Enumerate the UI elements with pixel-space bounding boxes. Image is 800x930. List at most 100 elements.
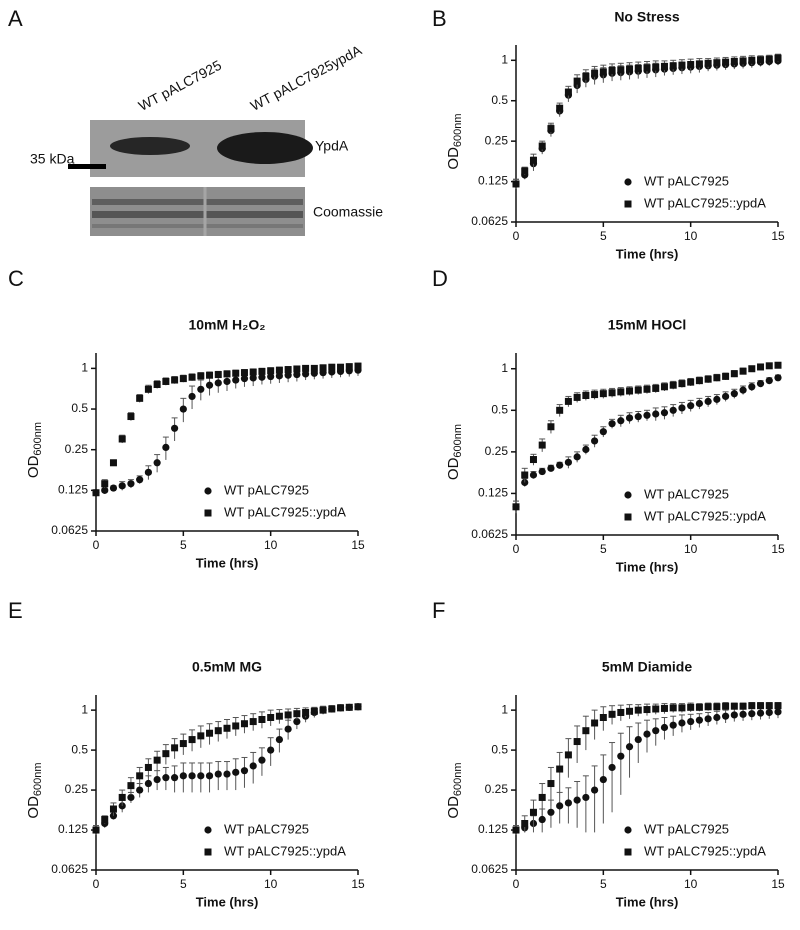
- marker: [643, 411, 651, 419]
- marker: [118, 435, 126, 443]
- legend-label: WT pALC7925: [644, 486, 729, 501]
- y-tick-label: 0.125: [478, 822, 508, 836]
- x-tick-label: 10: [264, 538, 278, 552]
- marker: [643, 64, 651, 72]
- marker: [573, 393, 581, 401]
- marker: [774, 361, 782, 369]
- y-axis-label-main: OD: [445, 457, 462, 480]
- marker: [188, 392, 196, 401]
- marker: [162, 443, 170, 451]
- y-tick-label: 0.5: [491, 402, 508, 416]
- marker: [206, 371, 214, 379]
- marker: [624, 848, 632, 856]
- row-label: Coomassie: [313, 204, 383, 220]
- marker: [118, 482, 126, 490]
- x-tick-label: 10: [264, 877, 278, 891]
- y-axis-label-main: OD: [445, 796, 462, 819]
- marker: [204, 848, 212, 856]
- marker: [704, 703, 712, 711]
- marker: [275, 366, 283, 374]
- marker: [547, 780, 555, 788]
- marker: [118, 802, 126, 810]
- y-axis-label-main: OD: [25, 796, 42, 819]
- x-tick-label: 0: [513, 877, 520, 891]
- marker: [582, 391, 590, 399]
- marker: [529, 471, 538, 479]
- marker: [556, 104, 564, 112]
- marker: [573, 453, 581, 461]
- marker: [547, 808, 555, 816]
- marker: [713, 395, 721, 403]
- marker: [293, 710, 301, 718]
- x-tick-label: 10: [684, 542, 698, 556]
- legend-entry: WT pALC7925: [204, 482, 309, 497]
- marker: [695, 703, 703, 711]
- marker: [687, 703, 695, 711]
- marker: [171, 744, 179, 752]
- marker: [591, 719, 599, 727]
- legend-entry: WT pALC7925: [624, 173, 729, 188]
- blot-band: [110, 137, 190, 155]
- marker: [136, 786, 144, 794]
- marker: [258, 373, 266, 381]
- marker: [337, 704, 345, 712]
- marker: [582, 793, 590, 802]
- marker: [660, 409, 669, 417]
- marker: [197, 385, 205, 393]
- marker: [249, 718, 257, 726]
- x-tick-label: 0: [513, 542, 520, 556]
- marker: [722, 372, 730, 380]
- marker: [617, 66, 625, 74]
- marker: [599, 68, 607, 76]
- marker: [556, 802, 564, 810]
- marker: [232, 369, 240, 377]
- x-axis-label: Time (hrs): [616, 559, 679, 574]
- legend-entry: WT pALC7925::ypdA: [624, 508, 766, 523]
- marker: [617, 752, 625, 760]
- marker: [757, 363, 765, 371]
- marker: [608, 66, 616, 74]
- x-tick-label: 10: [684, 877, 698, 891]
- x-tick-label: 15: [771, 229, 785, 243]
- x-tick-label: 5: [600, 229, 607, 243]
- marker: [275, 735, 283, 744]
- marker: [722, 702, 730, 710]
- marker: [643, 385, 651, 393]
- marker: [634, 386, 642, 394]
- marker: [214, 379, 222, 387]
- western-blot: WT pALC7925 WT pALC7925ypdA YpdA Coomass…: [30, 42, 383, 236]
- marker: [582, 727, 590, 735]
- y-axis-label-subscript: 600nm: [452, 762, 464, 796]
- y-tick-label: 0.125: [478, 486, 508, 500]
- marker: [144, 385, 152, 393]
- marker: [512, 826, 520, 834]
- marker: [599, 390, 607, 398]
- series: [92, 364, 362, 497]
- marker: [556, 765, 564, 773]
- marker: [591, 786, 599, 794]
- y-axis-label-main: OD: [445, 147, 462, 170]
- marker: [608, 389, 616, 397]
- y-axis-label-subscript: 600nm: [32, 762, 44, 796]
- x-tick-label: 5: [180, 538, 187, 552]
- marker: [310, 707, 318, 715]
- marker: [634, 706, 642, 714]
- marker: [547, 423, 555, 431]
- marker: [240, 369, 248, 377]
- marker: [240, 375, 249, 383]
- series: [512, 374, 782, 514]
- marker: [205, 772, 214, 780]
- marker: [109, 805, 117, 813]
- marker: [582, 72, 590, 80]
- marker: [345, 703, 353, 711]
- marker: [267, 746, 275, 754]
- marker: [695, 60, 703, 68]
- x-tick-label: 5: [180, 877, 187, 891]
- marker: [678, 61, 686, 69]
- y-tick-label: 0.25: [485, 133, 509, 147]
- marker: [275, 712, 283, 720]
- marker: [669, 62, 677, 70]
- x-tick-label: 15: [351, 538, 365, 552]
- legend-entry: WT pALC7925: [204, 821, 309, 836]
- legend-entry: WT pALC7925::ypdA: [204, 504, 346, 519]
